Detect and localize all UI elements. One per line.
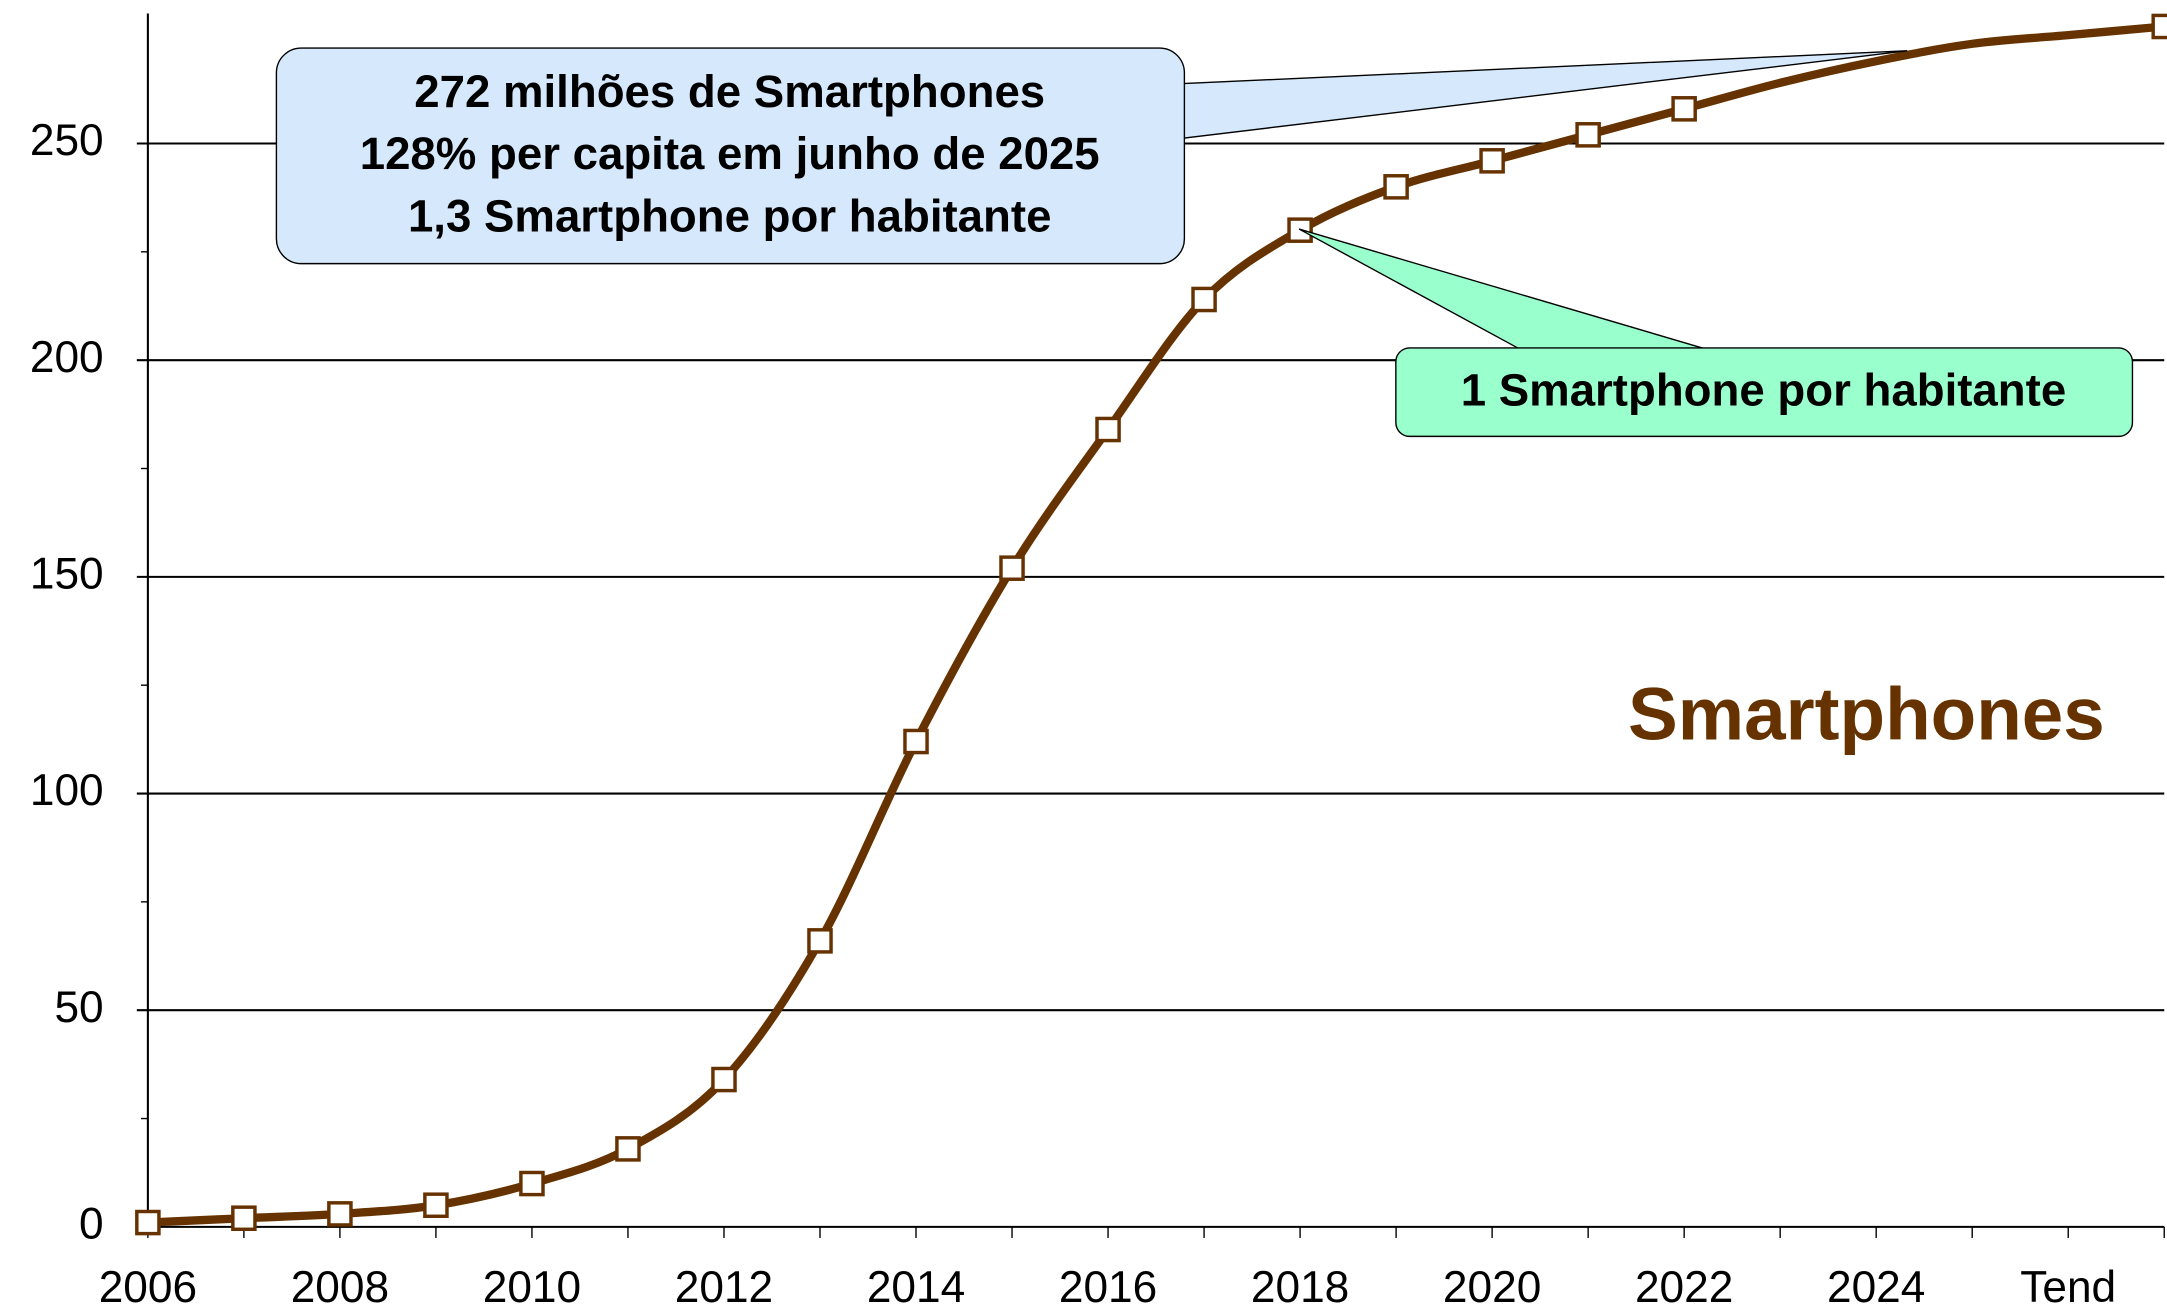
x-tick-label: 2018 (1251, 1263, 1349, 1312)
marker (1095, 416, 1121, 443)
callout-text: 1,3 Smartphone por habitante (408, 190, 1051, 241)
marker (1575, 122, 1601, 148)
x-tick-label: 2016 (1059, 1263, 1157, 1312)
x-tick-label: 2010 (483, 1263, 581, 1312)
marker (807, 928, 833, 954)
x-tick-label: 2014 (867, 1263, 965, 1312)
plot-area (135, 13, 2167, 1236)
callout-pointer (1174, 50, 1908, 141)
callout-text: 1 Smartphone por habitante (1461, 365, 2066, 416)
y-tick-label: 250 (30, 116, 104, 165)
marker (1479, 148, 1505, 174)
series-label: Smartphones (1628, 671, 2105, 755)
x-tick-label: 2024 (1827, 1263, 1925, 1312)
marker (423, 1192, 449, 1219)
x-tick-label: 2008 (291, 1263, 389, 1312)
x-tick-label: 2020 (1443, 1263, 1541, 1312)
callout-total: 272 milhões de Smartphones 128% per capi… (275, 47, 1908, 265)
callout-pointer (1298, 228, 1707, 351)
marker (135, 1209, 161, 1236)
x-tick-label: 2022 (1635, 1263, 1733, 1312)
grid: 0 50 100 150 200 250 2006 2008 2010 2012 2014 2016 2… (30, 13, 2165, 1312)
marker (999, 555, 1025, 581)
x-tick-label: 2012 (675, 1263, 773, 1312)
marker (1383, 174, 1409, 200)
marker (327, 1201, 353, 1227)
callout-text: 272 milhões de Smartphones (414, 66, 1045, 117)
y-tick-label: 200 (30, 333, 104, 382)
marker (2151, 13, 2167, 40)
y-tick-label: 50 (54, 983, 103, 1032)
y-tick-label: 150 (30, 550, 104, 599)
y-tick-label: 0 (79, 1200, 104, 1249)
callout-box (1395, 347, 2134, 438)
marker (903, 728, 929, 755)
callout-text: 128% per capita em junho de 2025 (360, 128, 1100, 179)
x-tick-label: 2006 (99, 1263, 197, 1312)
callout-one: 1 Smartphone por habitante (1298, 228, 2134, 438)
marker (711, 1066, 737, 1093)
marker (1671, 96, 1697, 122)
marker (519, 1170, 545, 1197)
marker (615, 1136, 641, 1162)
marker (231, 1205, 257, 1232)
y-tick-label: 100 (30, 766, 104, 815)
x-tick-label: Tend (2020, 1263, 2116, 1312)
marker (1191, 286, 1217, 313)
callout-box (275, 47, 1186, 265)
